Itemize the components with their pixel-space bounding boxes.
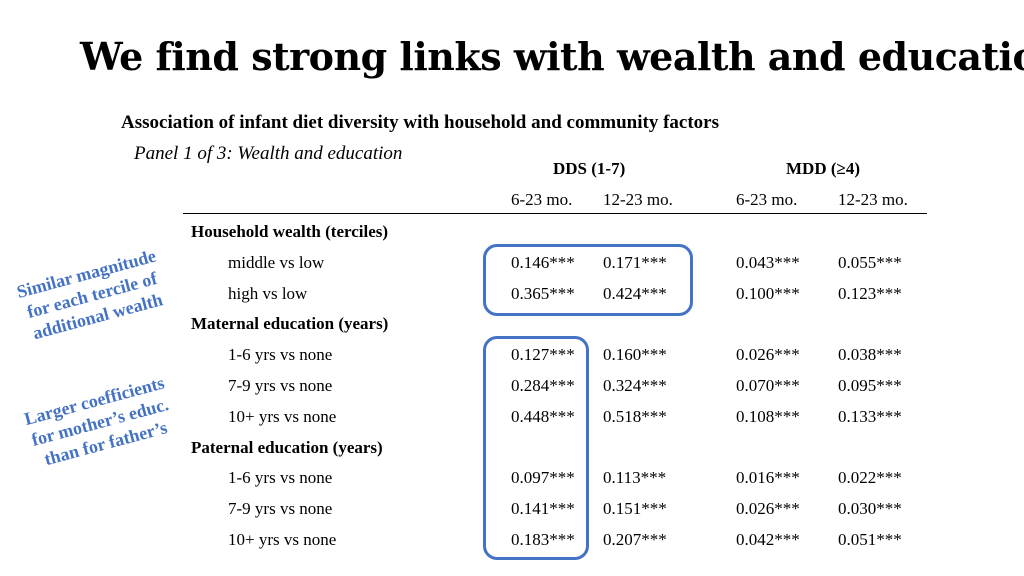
cell-dds-12-23: 0.151*** [603,499,667,519]
cell-dds-12-23: 0.324*** [603,376,667,395]
cell-mdd-12-23: 0.095*** [838,376,902,395]
row-label: 10+ yrs vs none [228,530,337,549]
cell-mdd-6-23: 0.043*** [736,252,800,272]
cell-mdd-6-23: 0.026*** [736,499,800,519]
cell-dds-6-23: 0.127*** [511,345,575,365]
table-row: 7-9 yrs vs none 0.284*** 0.324*** 0.070*** 0… [0,370,1024,401]
group-header-dds: DDS (1-7) [553,159,626,178]
cell-mdd-12-23: 0.038*** [838,345,902,365]
row-label: 10+ yrs vs none [228,406,337,426]
table-row: 1-6 yrs vs none 0.127*** 0.160*** 0.026*** 0… [0,339,1024,370]
column-header-mdd-12-23: 12-23 mo. [838,190,908,209]
cell-mdd-12-23: 0.022*** [838,468,902,488]
cell-mdd-6-23: 0.070*** [736,376,800,395]
section-row: Maternal education (years) [0,308,1024,339]
row-label: 1-6 yrs vs none [228,345,333,365]
column-header-mdd-6-23: 6-23 mo. [736,190,798,209]
cell-dds-6-23: 0.141*** [511,499,575,519]
cell-dds-6-23: 0.097*** [511,468,575,488]
table-row: 1-6 yrs vs none 0.097*** 0.113*** 0.016*** 0… [0,462,1024,493]
row-label: high vs low [228,283,308,303]
cell-dds-12-23: 0.424*** [603,283,667,303]
cell-dds-12-23: 0.160*** [603,345,667,365]
row-label: 7-9 yrs vs none [228,376,333,395]
table-row: 7-9 yrs vs none 0.141*** 0.151*** 0.026*** 0… [0,493,1024,524]
table-caption: Association of infant diet diversity wit… [121,112,719,133]
cell-dds-6-23: 0.284*** [511,376,575,395]
cell-mdd-6-23: 0.100*** [736,283,800,303]
column-header-dds-12-23: 12-23 mo. [603,190,673,209]
row-label: middle vs low [228,252,325,272]
section-label: Household wealth (terciles) [191,222,389,241]
wealth-highlight-box [483,244,693,316]
cell-mdd-12-23: 0.030*** [838,499,902,519]
education-highlight-box [483,336,589,560]
row-label: 1-6 yrs vs none [228,468,333,488]
cell-dds-12-23: 0.207*** [603,530,667,549]
cell-dds-6-23: 0.183*** [511,530,575,549]
cell-dds-12-23: 0.171*** [603,252,667,272]
cell-mdd-6-23: 0.042*** [736,530,800,549]
cell-dds-12-23: 0.113*** [603,468,667,488]
cell-dds-12-23: 0.518*** [603,406,667,426]
row-label: 7-9 yrs vs none [228,499,333,519]
cell-mdd-12-23: 0.051*** [838,530,902,549]
cell-dds-6-23: 0.365*** [511,283,575,303]
cell-mdd-12-23: 0.055*** [838,252,902,272]
table-row: high vs low 0.365*** 0.424*** 0.100*** 0.123… [0,278,1024,309]
panel-label: Panel 1 of 3: Wealth and education [134,143,403,164]
table-header-rule [183,213,927,214]
cell-mdd-6-23: 0.108*** [736,406,800,426]
section-row: Paternal education (years) [0,432,1024,463]
table-row: 10+ yrs vs none 0.448*** 0.518*** 0.108*** 0… [0,401,1024,432]
table-row: 10+ yrs vs none 0.183*** 0.207*** 0.042*** 0… [0,524,1024,555]
table-row: middle vs low 0.146*** 0.171*** 0.043*** 0.0… [0,247,1024,278]
cell-dds-6-23: 0.448*** [511,406,575,426]
cell-mdd-6-23: 0.026*** [736,345,800,365]
section-label: Paternal education (years) [191,437,383,457]
cell-mdd-12-23: 0.123*** [838,283,902,303]
slide-title: We find strong links with wealth and edu… [80,34,1024,79]
cell-dds-6-23: 0.146*** [511,252,575,272]
column-header-dds-6-23: 6-23 mo. [511,190,573,209]
section-label: Maternal education (years) [191,314,389,334]
cell-mdd-12-23: 0.133*** [838,406,902,426]
section-row: Household wealth (terciles) [0,216,1024,247]
group-header-mdd: MDD (≥4) [786,159,861,178]
cell-mdd-6-23: 0.016*** [736,468,800,488]
